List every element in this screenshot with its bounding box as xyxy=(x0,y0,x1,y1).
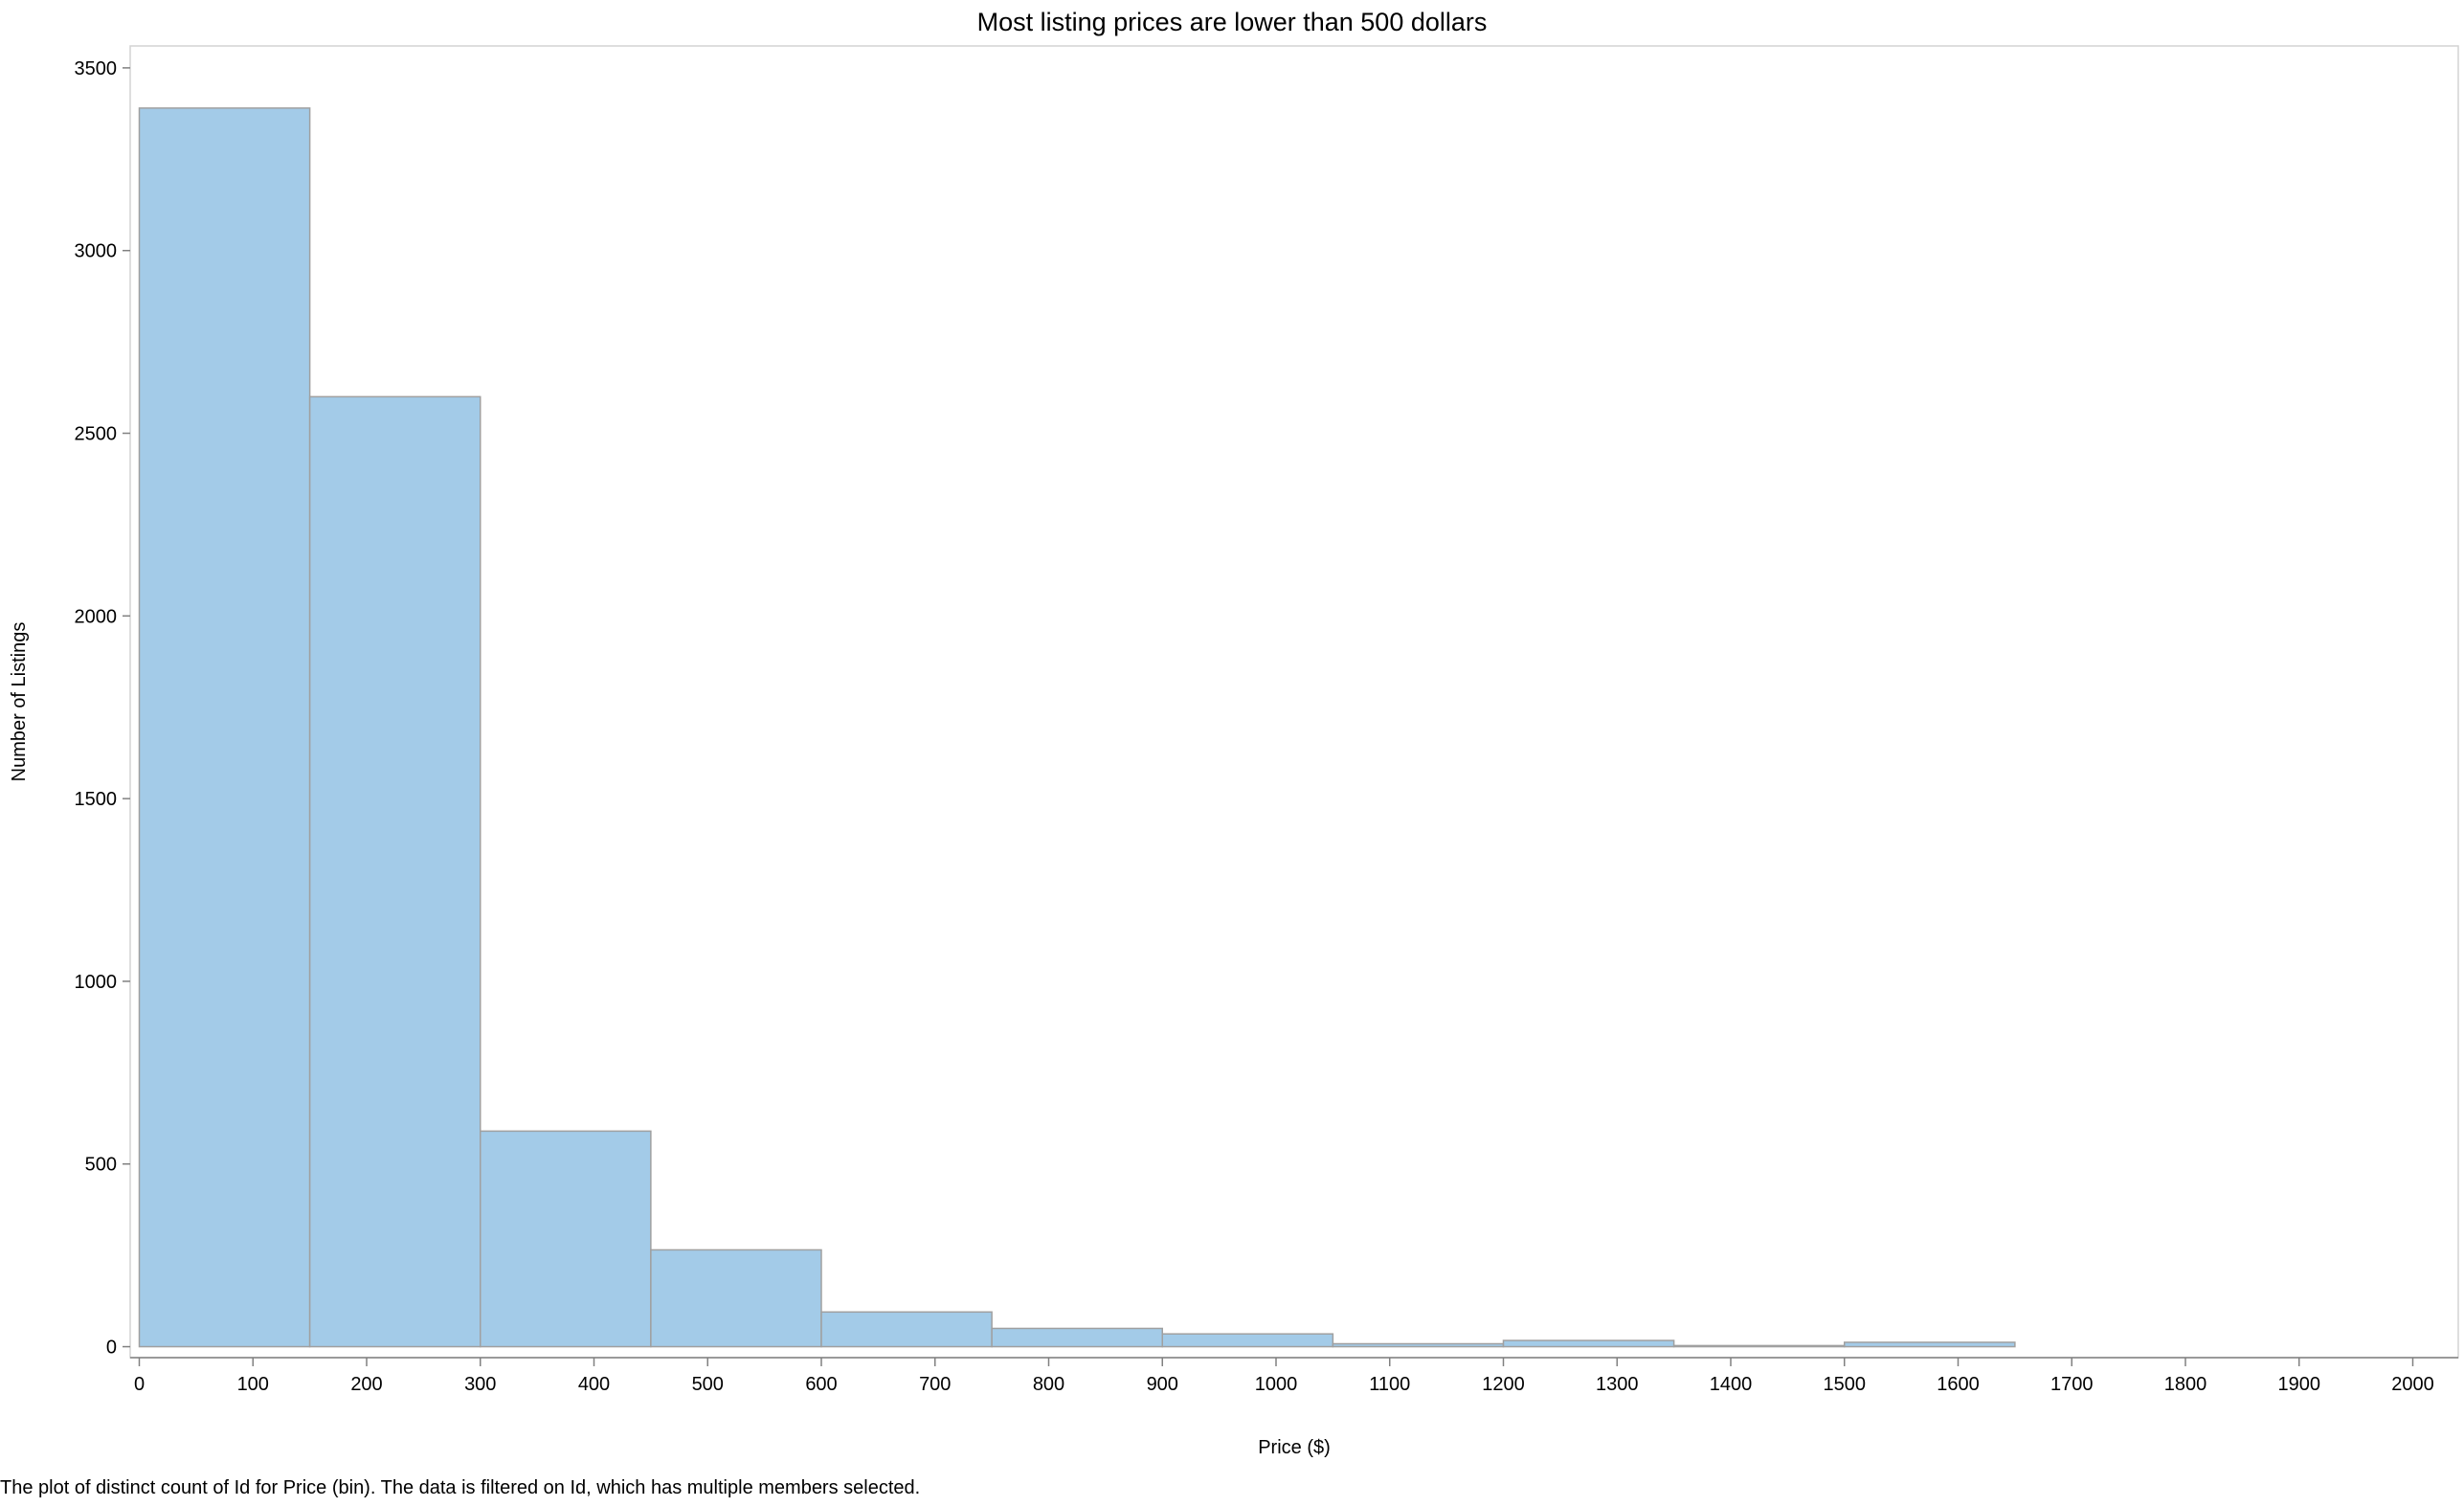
histogram-bar xyxy=(1502,1339,1675,1348)
x-tick-label: 600 xyxy=(805,1374,837,1395)
x-tick-label: 100 xyxy=(237,1374,269,1395)
x-tick-label: 2000 xyxy=(2391,1374,2434,1395)
x-tick-label: 300 xyxy=(464,1374,496,1395)
x-tick-label: 800 xyxy=(1033,1374,1064,1395)
histogram-bar xyxy=(820,1311,993,1348)
y-tick-label: 3000 xyxy=(75,241,118,262)
histogram-bar xyxy=(480,1130,652,1348)
histogram-bar xyxy=(1672,1344,1846,1348)
x-tick-label: 1600 xyxy=(1937,1374,1980,1395)
y-tick-label: 0 xyxy=(106,1338,117,1359)
x-tick-label: 1100 xyxy=(1369,1374,1410,1395)
histogram-bar xyxy=(991,1327,1163,1348)
x-tick-label: 400 xyxy=(578,1374,610,1395)
x-tick-label: 200 xyxy=(350,1374,382,1395)
x-tick-label: 0 xyxy=(134,1374,145,1395)
y-tick-label: 2000 xyxy=(75,606,118,627)
y-axis-label: Number of Listings xyxy=(9,622,30,782)
histogram-bar xyxy=(1332,1342,1505,1348)
x-tick-label: 1200 xyxy=(1482,1374,1525,1395)
y-tick-label: 1000 xyxy=(75,972,118,993)
histogram-bar xyxy=(650,1248,822,1348)
histogram-bar xyxy=(1161,1333,1334,1348)
x-tick-label: 1500 xyxy=(1824,1374,1867,1395)
x-axis-label: Price ($) xyxy=(1258,1437,1331,1458)
x-tick-label: 1300 xyxy=(1596,1374,1639,1395)
x-tick-label: 900 xyxy=(1147,1374,1178,1395)
histogram-bar xyxy=(138,107,311,1348)
bars-group xyxy=(138,107,2016,1348)
x-tick-label: 1400 xyxy=(1710,1374,1753,1395)
histogram-bar xyxy=(308,395,482,1348)
y-tick-label: 3500 xyxy=(75,58,118,79)
y-tick-label: 500 xyxy=(85,1155,117,1176)
x-tick-label: 1000 xyxy=(1255,1374,1298,1395)
histogram-bar xyxy=(1844,1341,2016,1348)
y-tick-label: 2500 xyxy=(75,424,118,445)
x-tick-label: 500 xyxy=(692,1374,724,1395)
x-tick-label: 1800 xyxy=(2164,1374,2207,1395)
y-axis: 0 500 1000 1500 2000 2500 3000 3500 xyxy=(75,58,130,1359)
chart-caption: The plot of distinct count of Id for Pri… xyxy=(0,1477,921,1498)
x-axis: 0 100 200 300 400 500 600 700 800 900 1000 1100 1200… xyxy=(130,1357,2458,1395)
x-tick-label: 700 xyxy=(919,1374,951,1395)
y-tick-label: 1500 xyxy=(75,789,118,810)
x-tick-label: 1700 xyxy=(2050,1374,2094,1395)
chart-title: Most listing prices are lower than 500 d… xyxy=(977,8,1488,36)
x-tick-label: 1900 xyxy=(2278,1374,2321,1395)
